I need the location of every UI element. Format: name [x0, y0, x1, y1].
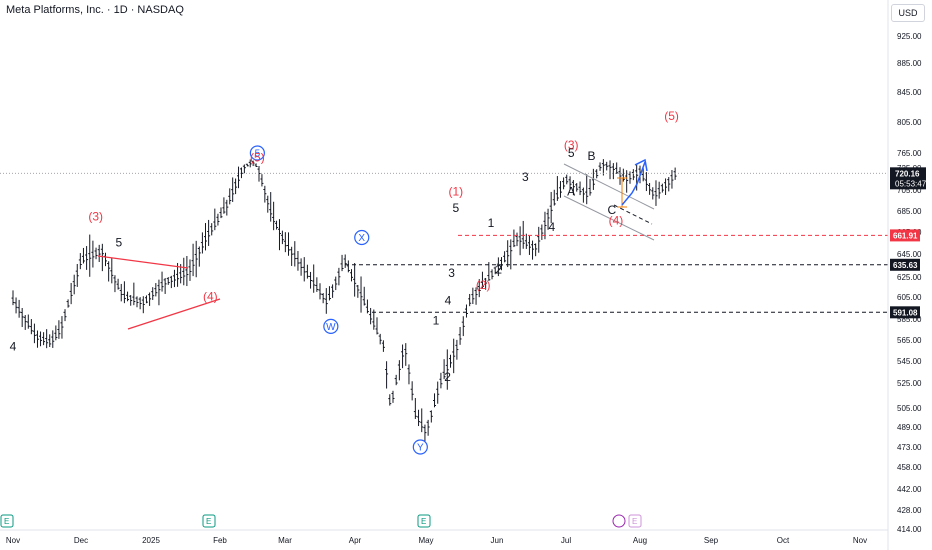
time-axis: Nov Dec 2025 Feb Mar Apr May Jun Jul Aug Sep Oct Nov… [0, 514, 888, 545]
level-price-tag [890, 306, 920, 319]
wave-label: 4 [445, 294, 452, 308]
y-tick-label: 489.00 [897, 423, 922, 432]
wave-label: 5 [255, 149, 261, 160]
svg-text:E: E [206, 517, 211, 526]
wave-circle [354, 229, 370, 246]
svg-text:E: E [4, 517, 9, 526]
wave-label: B [588, 149, 596, 163]
earnings-badge[interactable] [0, 514, 14, 528]
wave-label: A [567, 184, 575, 198]
y-tick-label: 505.00 [897, 404, 922, 413]
level-price-label: 661.91 [893, 231, 918, 240]
wave-label: X [358, 233, 365, 244]
earnings-badge[interactable] [417, 514, 431, 528]
x-tick-label: Nov [853, 536, 867, 545]
wave-circle [323, 318, 339, 334]
level-price-label: 635.63 [893, 261, 918, 270]
x-tick-label: Apr [349, 536, 362, 545]
y-tick-label: 605.00 [897, 293, 922, 302]
y-tick-label: 525.00 [897, 379, 922, 388]
y-tick-label: 705.00 [897, 186, 922, 195]
wave-label: 5 [452, 201, 459, 215]
y-tick-label: 885.00 [897, 59, 922, 68]
y-tick-label: 925.00 [897, 32, 922, 41]
wave-label: 3 [522, 170, 529, 184]
x-tick-label: May [418, 536, 433, 545]
wave-label: (5) [664, 109, 679, 123]
currency-button[interactable]: USD [891, 4, 925, 22]
wave-label: 1 [433, 313, 440, 327]
channel-mid-dashed [613, 204, 653, 225]
y-tick-label: 545.00 [897, 357, 922, 366]
last-price-value: 720.16 [895, 169, 920, 178]
y-tick-label: 625.00 [897, 273, 922, 282]
y-tick-label: 765.00 [897, 149, 922, 158]
price-axis: 414.00 428.00 442.00 458.00 473.00 489.00 505.… [887, 0, 927, 550]
y-tick-label: 442.00 [897, 485, 922, 494]
last-price-tag [890, 167, 926, 190]
x-tick-label: Mar [278, 536, 292, 545]
x-tick-label: Sep [704, 536, 719, 545]
wave-circle [412, 439, 428, 455]
svg-text:E: E [632, 517, 637, 526]
wave-label: 5 [568, 146, 575, 160]
projection-arrow [621, 161, 646, 206]
trend-drawings [97, 158, 655, 330]
level-price-tag [890, 258, 920, 271]
countdown-label: 05:53:47 [895, 179, 927, 188]
dividend-badge[interactable] [612, 514, 626, 528]
x-tick-label: Feb [213, 536, 227, 545]
x-tick-label: Nov [6, 536, 20, 545]
y-tick-label: 565.00 [897, 336, 922, 345]
svg-text:E: E [421, 517, 426, 526]
wave-label: (2) [476, 278, 491, 292]
channel-lower-line [563, 195, 655, 241]
wave-label: (3) [88, 209, 103, 223]
wave-label: (1) [448, 184, 463, 198]
wave-label: C [608, 203, 617, 217]
earnings-badge[interactable] [628, 514, 642, 528]
wave-label: (3) [564, 138, 579, 152]
y-tick-label: 458.00 [897, 463, 922, 472]
earnings-badge[interactable] [202, 514, 216, 528]
wave-label: (4) [203, 289, 218, 303]
wave-label: 2 [444, 370, 451, 384]
wave-label: W [326, 322, 336, 333]
wave-label: Y [417, 443, 424, 454]
y-tick-label: 414.00 [897, 525, 922, 534]
x-tick-label: Jul [561, 536, 571, 545]
wave-label: 1 [488, 216, 495, 230]
x-tick-label: Aug [633, 536, 647, 545]
level-price-label: 591.08 [893, 308, 918, 317]
y-tick-label: 645.00 [897, 250, 922, 259]
wedge-lower-line [127, 298, 221, 330]
price-levels [0, 172, 888, 313]
chart-title: Meta Platforms, Inc. · 1D · NASDAQ [6, 4, 184, 16]
wave-label: 5 [115, 235, 122, 249]
y-tick-label: 685.00 [897, 207, 922, 216]
wave-label: 4 [549, 220, 556, 234]
price-bars [11, 159, 677, 443]
wave-circle [249, 145, 265, 161]
y-tick-label: 845.00 [897, 88, 922, 97]
wave-label: 4 [10, 340, 17, 354]
x-tick-label: Dec [74, 536, 88, 545]
x-tick-label: Oct [777, 536, 790, 545]
x-tick-label: Jun [491, 536, 504, 545]
y-tick-label: 473.00 [897, 443, 922, 452]
wave-label: 2 [495, 263, 502, 277]
channel-upper-line [563, 163, 655, 210]
level-price-tag [890, 229, 920, 242]
y-tick-label: 805.00 [897, 118, 922, 127]
y-tick-label: 428.00 [897, 506, 922, 515]
wedge-upper-line [97, 255, 189, 269]
wave-label: (5) [250, 151, 265, 165]
wave-label: 3 [448, 266, 455, 280]
wave-label: (4) [609, 214, 624, 228]
y-tick-label: 585.00 [897, 315, 922, 324]
x-tick-label: 2025 [142, 536, 160, 545]
